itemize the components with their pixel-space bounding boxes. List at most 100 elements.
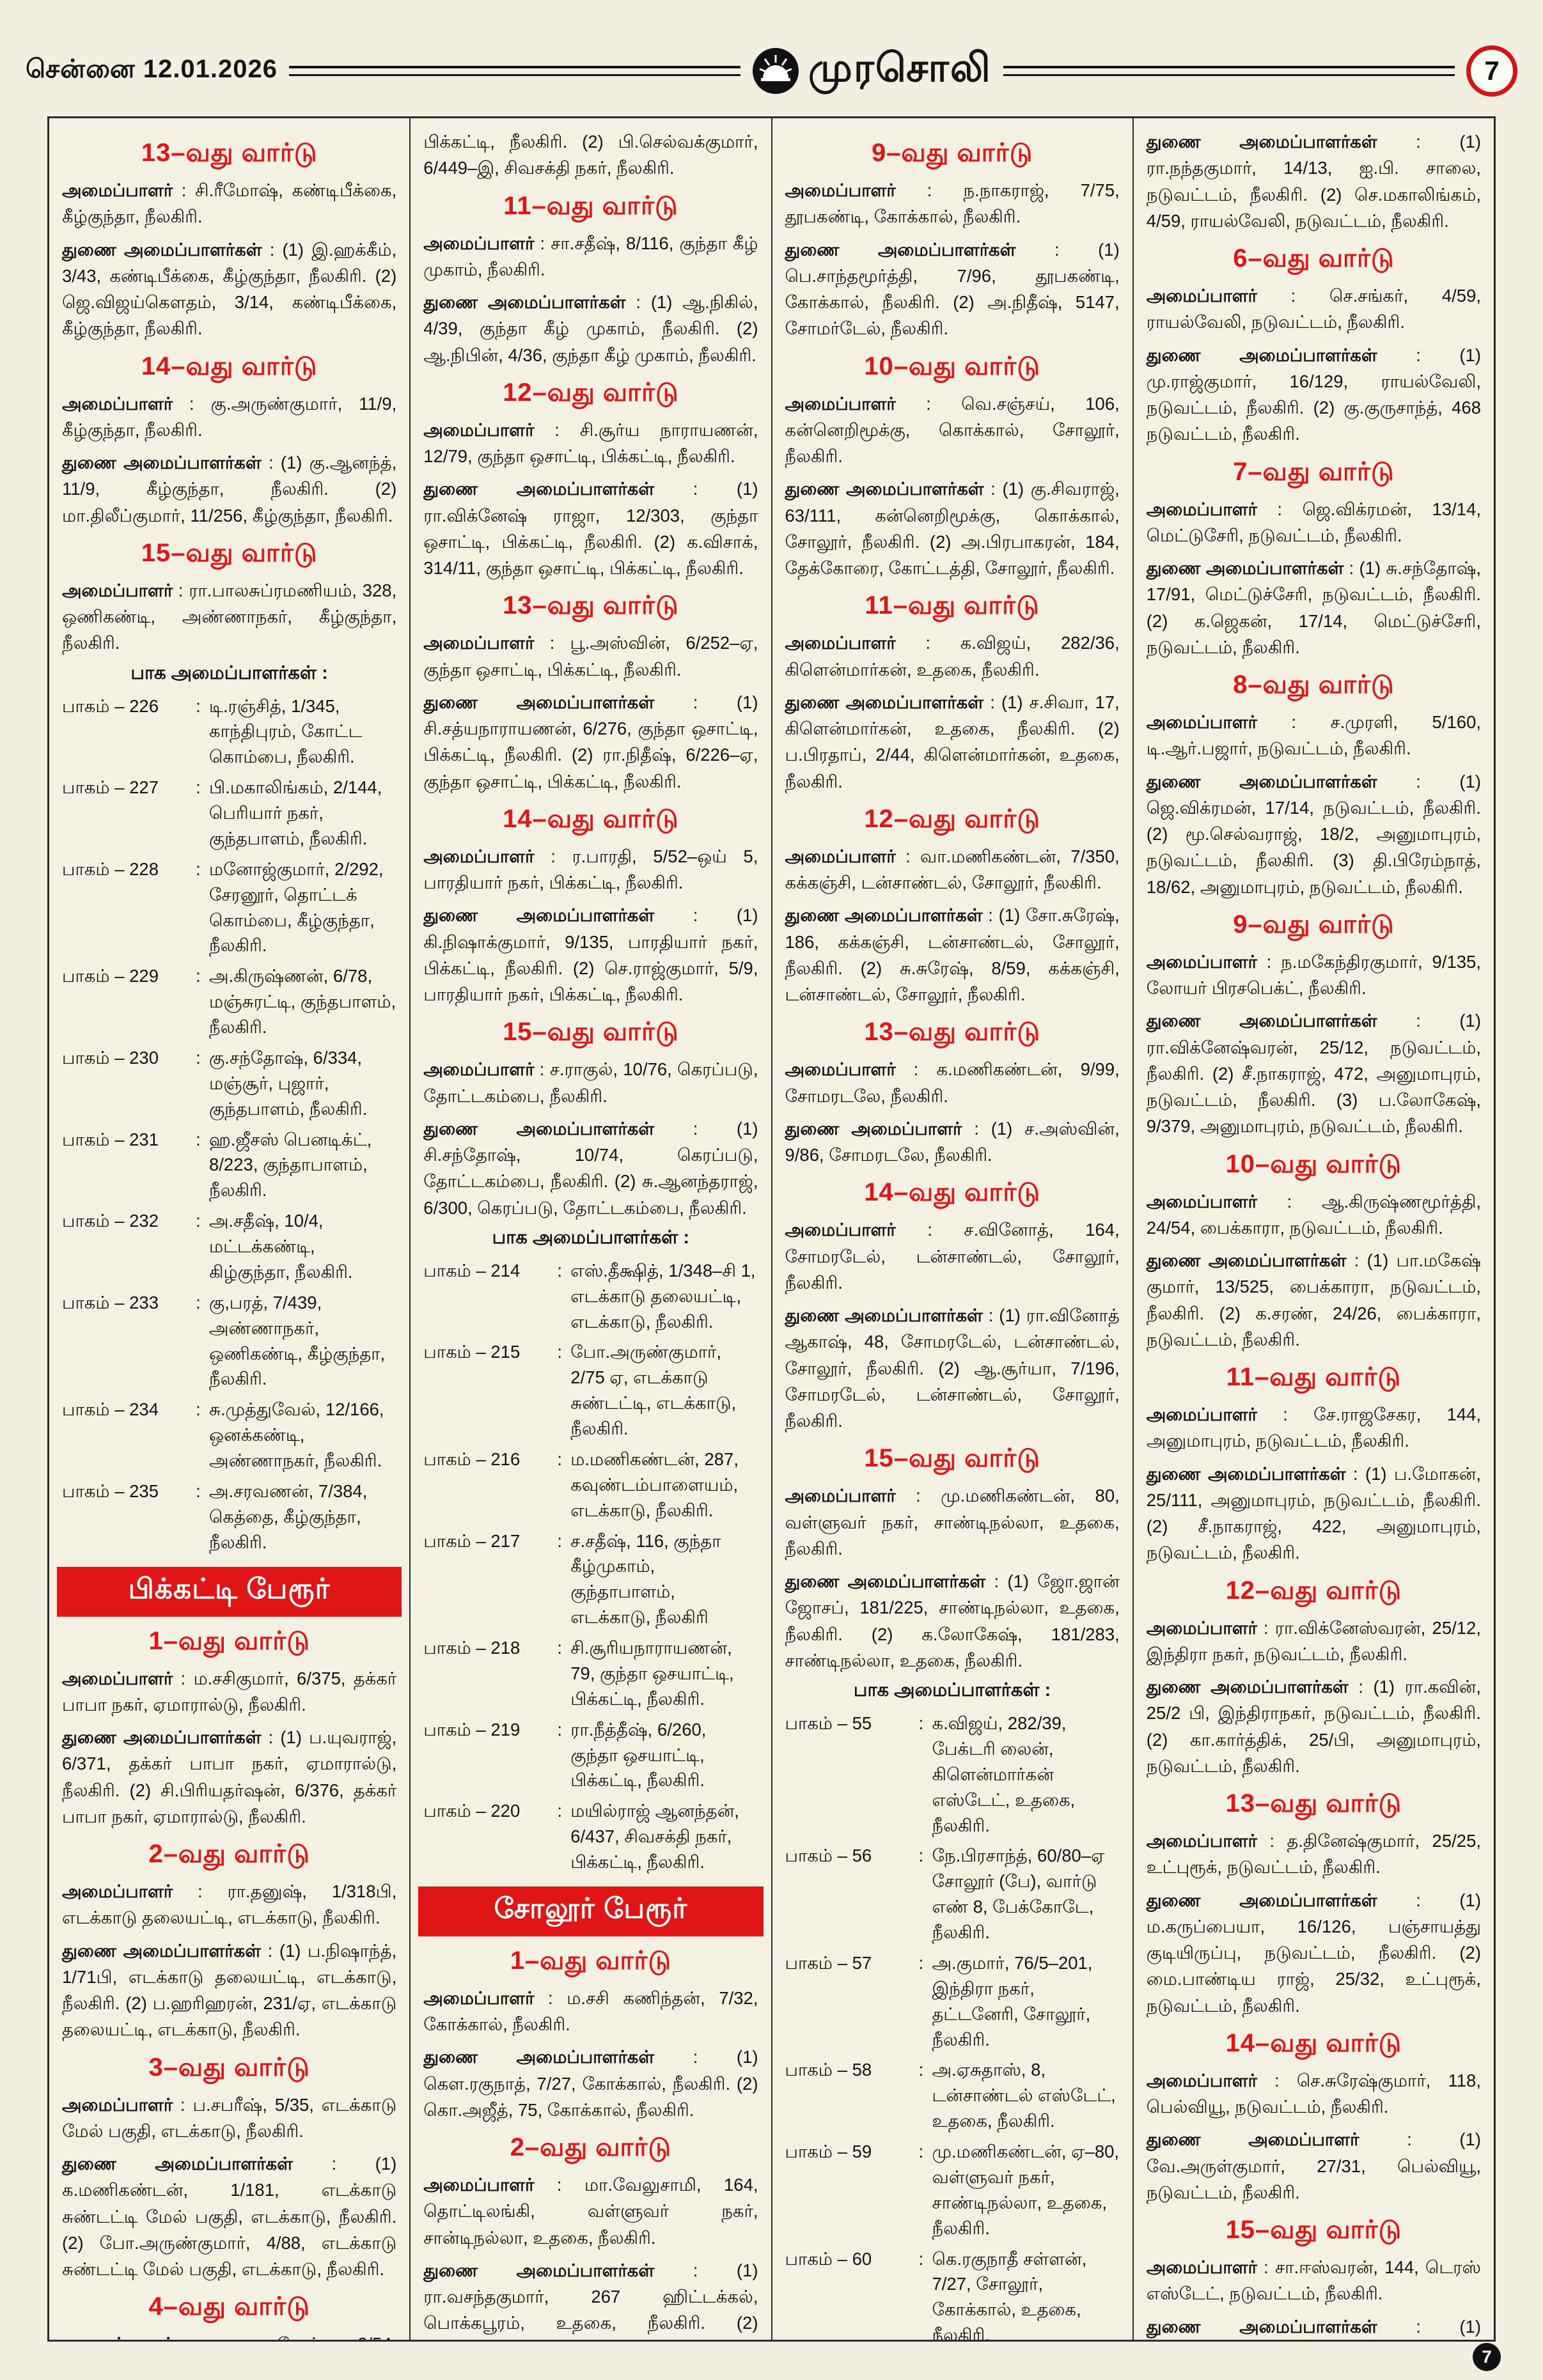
organizer-para: அமைப்பாளர் : செ.சங்கர், 4/59, ராயல்வேலி,… (1146, 286, 1482, 332)
organizer-details: ரா.விக்னேஸ்வரன், 25/12, இந்திரா நகர், நட… (1146, 1617, 1481, 1664)
booth-separator: : (557, 1260, 563, 1280)
organizer-role-label: அமைப்பாளர் (785, 633, 896, 653)
organizer-para: அமைப்பாளர் : த.தினேஷ்குமார், 25/25, உட்ப… (1146, 1831, 1482, 1878)
organizer-para: அமைப்பாளர் : ரா.ராஜேஷ், 2/54, எடக்காடு ச… (62, 2331, 396, 2340)
booth-separator: : (557, 1449, 563, 1469)
organizer-details: (1) சி.சந்தோஷ், 10/74, கெரப்படு, தோட்டகம… (423, 1118, 758, 1218)
ward-heading: 10–வது வார்டு (864, 352, 1040, 380)
organizer-role-label: அமைப்பாளர் (423, 1987, 535, 2008)
booth-separator: : (918, 1952, 924, 1973)
ward-heading: 1–வது வார்டு (510, 1946, 672, 1975)
organizer-para: துணை அமைப்பாளர்கள் : (1) மு.ராஜ்குமார், … (1146, 345, 1481, 444)
organizer-para: அமைப்பாளர் : ச.முரளி, 5/160, டி.ஆர்.பஜார… (1146, 712, 1482, 759)
organizer-details: செ.சங்கர், 4/59, ராயல்வேலி, நடுவட்டம், ந… (1146, 286, 1482, 332)
organizer-para: துணை அமைப்பாளர்கள் : (1) பெ.சாந்தமூர்த்த… (785, 239, 1120, 339)
organizer-para: துணை அமைப்பாளர்கள் : (1) க.மணிகண்டன், 1/… (62, 2154, 397, 2279)
organizer-details: சா.சதீஷ், 8/116, குந்தா கீழ் முகாம், நீல… (423, 233, 758, 279)
ward-heading: 4–வது வார்டு (148, 2292, 310, 2321)
organizer-role-label: துணை அமைப்பாளர்கள் (1146, 2316, 1377, 2337)
organizer-role-label: துணை அமைப்பாளர்கள் (1146, 132, 1377, 152)
organizer-para: துணை அமைப்பாளர்கள் : (1) ஜோ.ஜான் ஜோசப், … (785, 1571, 1120, 1670)
booth-row: பாகம் – 230: கு.சந்தோஷ், 6/334, மஞ்சூர், … (62, 1045, 396, 1122)
organizer-details: கு.அருண்குமார், 11/9, கீழ்குந்தா, நீலகிர… (62, 393, 397, 440)
organizer-para: அமைப்பாளர் : ஆ.கிருஷ்ணமூர்த்தி, 24/54, ப… (1146, 1191, 1481, 1238)
section-banner: சோலூர் பேரூர் (418, 1886, 764, 1936)
organizer-details: (1) ச.சிவா, 17, கிளென்மார்கன், உதகை, நீல… (785, 692, 1120, 791)
booth-row: பாகம் – 234: சு.முத்துவேல், 12/166, ஒனக்க… (62, 1397, 396, 1474)
booth-details: அ.சதீஷ், 10/4, மட்டக்கண்டி, கிழ்குந்தா, … (209, 1211, 353, 1282)
booth-number: பாகம் – 57 (785, 1952, 872, 1973)
organizer-details: (1) ம.கருப்பையா, 16/126, பஞ்சாயத்து குடி… (1146, 1890, 1481, 2016)
booth-details: அ.குமார், 76/5–201, இந்திரா நகர், தட்டனே… (932, 1952, 1093, 2049)
organizer-para: துணை அமைப்பாளர்கள் : (1) இ.ஹக்கீம், 3/43… (62, 239, 397, 339)
booth-number: பாகம் – 60 (785, 2248, 872, 2269)
booth-separator: : (196, 696, 201, 716)
organizer-role-label: அமைப்பாளர் (423, 2175, 535, 2195)
organizer-para: அமைப்பாளர் : கு.அருண்குமார், 11/9, கீழ்க… (62, 393, 397, 440)
organizer-para: அமைப்பாளர் : சா.சதீஷ், 8/116, குந்தா கீழ… (423, 233, 758, 279)
organizer-details: மா.வேலுசாமி, 164, தொட்டிலங்கி, வள்ளுவர் … (423, 2175, 758, 2248)
organizer-para: அமைப்பாளர் : சி.ரீமோஷ், கண்டிபீக்கை, கீழ… (62, 180, 397, 227)
booth-number: பாகம் – 227 (62, 777, 159, 798)
organizer-details: ந.மகேந்திரகுமார், 9/135, லோயர் பிரசபெக்ட… (1146, 951, 1481, 998)
page-number-badge: 7 (1466, 45, 1517, 97)
organizer-details: (1) வே.அருள்குமார், 27/31, பெல்வியூ, நடு… (1146, 2129, 1481, 2202)
ward-heading: 10–வது வார்டு (1225, 1149, 1402, 1178)
organizer-role-label: துணை அமைப்பாளர்கள் (62, 2154, 293, 2174)
organizer-role-label: துணை அமைப்பாளர்கள் (423, 2260, 655, 2280)
organizer-details: (1) க.மணிகண்டன், 1/181, எடக்காடு சுண்டட்… (62, 2154, 397, 2279)
ward-heading: 12–வது வார்டு (503, 378, 679, 407)
organizer-role-label: அமைப்பாளர் (423, 633, 535, 653)
organizer-para: அமைப்பாளர் : ம.சசிகுமார், 6/375, தக்கர் … (62, 1668, 397, 1715)
organizer-role-label: அமைப்பாளர் (62, 2094, 173, 2115)
organizer-para: துணை அமைப்பாளர்கள் : (1) ஜெ.விக்ரமன், 17… (1146, 771, 1481, 897)
booth-row: பாகம் – 55: க.விஜய், 282/39, பேக்டரி லைன்… (785, 1711, 1120, 1838)
footer-page-number: 7 (1473, 2343, 1501, 2371)
organizer-role-label: அமைப்பாளர் (1146, 951, 1257, 972)
booth-row: பாகம் – 220: மயில்ராஜ் ஆனந்தன், 6/437, சி… (423, 1798, 758, 1875)
organizer-role-label: துணை அமைப்பாளர்கள் (1146, 345, 1377, 365)
header-rule-right (1003, 66, 1455, 76)
organizer-para: துணை அமைப்பாளர்கள் : (1) கு.ஆனந்த், 11/9… (62, 453, 397, 525)
organizer-role-label: அமைப்பாளர் (1146, 286, 1257, 306)
organizer-details: க.மணிகண்டன், 9/99, சோமரடலே, நீலகிரி. (785, 1059, 1120, 1106)
organizer-role-label: துணை அமைப்பாளர்கள் (785, 692, 984, 712)
ward-heading: 15–வது வார்டு (1225, 2216, 1402, 2244)
ward-heading: 15–வது வார்டு (864, 1444, 1040, 1473)
booth-row: பாகம் – 233: கு,பரத், 7/439, அண்ணாநகர், ஒ… (62, 1290, 396, 1392)
organizer-para: துணை அமைப்பாளர்கள் : (1) ரா.வசந்தகுமார்,… (423, 2257, 758, 2340)
booth-number: பாகம் – 219 (423, 1719, 521, 1739)
organizer-role-label: அமைப்பாளர் (785, 1220, 896, 1240)
ward-heading: 12–வது வார்டு (864, 804, 1040, 833)
organizer-role-label: அமைப்பாளர் (1146, 499, 1257, 519)
ward-heading: 13–வது வார்டு (141, 139, 318, 167)
booth-separator: : (557, 1638, 563, 1658)
organizer-para: துணை அமைப்பாளர்கள் : (1) சு.சந்தோஷ், 17/… (1146, 558, 1482, 657)
organizer-para: அமைப்பாளர் : ரா.விக்னேஸ்வரன், 25/12, இந்… (1146, 1617, 1481, 1664)
ward-heading: 15–வது வார்டு (503, 1018, 679, 1046)
booth-details: ம.மணிகண்டன், 287, கவுண்டம்பாளையம், எடக்க… (570, 1449, 739, 1520)
booth-row: பாகம் – 227: பி.மகாலிங்கம், 2/144, பெரியா… (62, 775, 396, 852)
booth-details: எஸ்.தீக்ஷித், 1/348–சி 1, எடக்காடு தலையட… (570, 1260, 756, 1332)
organizer-para: துணை அமைப்பாளர்கள் : (1) சி.சத்யநாராயணன்… (423, 692, 758, 791)
organizer-para: துணை அமைப்பாளர்கள் : (1) ரா.விக்னேஷ் ராஜ… (423, 479, 758, 578)
ward-heading: 2–வது வார்டு (148, 1840, 310, 1868)
organizer-details: (1) கு.ஆனந்த், 11/9, கீழ்குந்தா, நீலகிரி… (62, 453, 397, 525)
ward-heading: 15–வது வார்டு (141, 538, 318, 567)
organizer-role-label: அமைப்பாளர் (62, 393, 173, 414)
organizer-role-label: அமைப்பாளர் (62, 580, 173, 600)
booth-separator: : (196, 1211, 201, 1231)
organizer-details: (1) ச.அஸ்வின், 9/86, சோமரடலே, நீலகிரி. (785, 1118, 1120, 1165)
organizer-para: துணை அமைப்பாளர்கள் : (1) கி.நிஷாக்குமார்… (423, 905, 758, 1004)
organizer-role-label: அமைப்பாளர் (1146, 1404, 1257, 1424)
ward-heading: 14–வது வார்டு (1225, 2028, 1402, 2057)
organizer-para: துணை அமைப்பாளர்கள் : (1) கு.சிவராஜ், 63/… (785, 479, 1120, 578)
organizer-role-label: துணை அமைப்பாளர் (785, 1118, 962, 1139)
organizer-para: துணை அமைப்பாளர்கள் : (1) கு.சூர்யகுமார்,… (1147, 2314, 1481, 2340)
booth-number: பாகம் – 56 (785, 1846, 872, 1866)
booth-number: பாகம் – 230 (62, 1047, 159, 1068)
column-1: 13–வது வார்டு அமைப்பாளர் : சி.ரீமோஷ், கண்… (49, 118, 409, 2340)
booth-details: சு.முத்துவேல், 12/166, ஒனக்கண்டி, அண்ணாந… (209, 1399, 384, 1470)
booth-number: பாகம் – 55 (785, 1713, 872, 1733)
